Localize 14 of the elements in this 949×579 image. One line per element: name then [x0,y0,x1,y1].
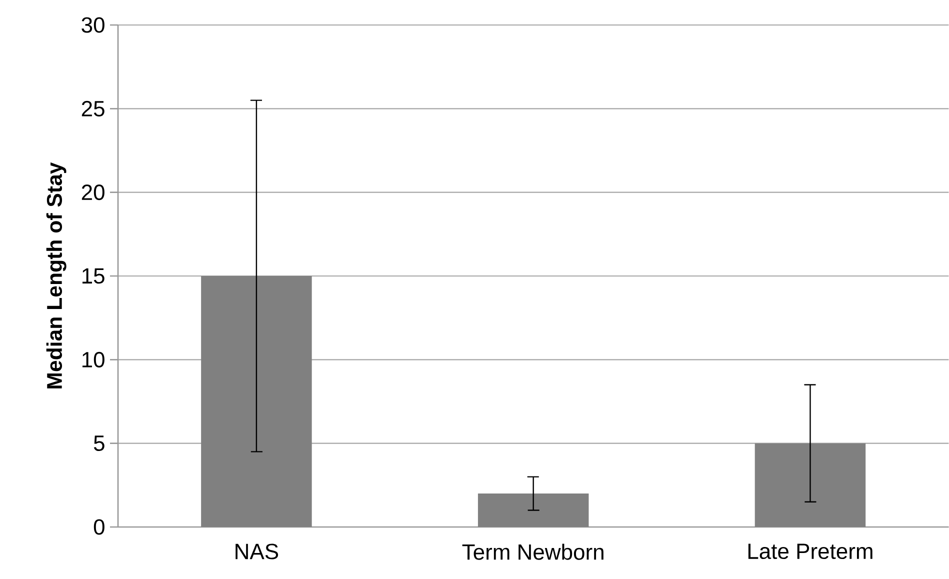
x-tick-label: Term Newborn [462,544,604,560]
bar [754,443,866,527]
y-tick-label: 15 [82,268,104,284]
y-tick-label: 10 [82,352,104,368]
y-tick-label: 0 [94,519,104,535]
x-tick-label: Late Preterm [748,544,872,560]
x-tick-label: NAS [236,544,278,560]
y-tick-label: 20 [82,184,104,200]
y-axis-title: Median Length of Stay [46,162,66,388]
bar [478,494,589,527]
y-tick-label: 5 [94,436,104,452]
bar [201,276,312,527]
y-tick-label: 30 [82,17,104,33]
y-tick-label: 25 [82,100,104,116]
